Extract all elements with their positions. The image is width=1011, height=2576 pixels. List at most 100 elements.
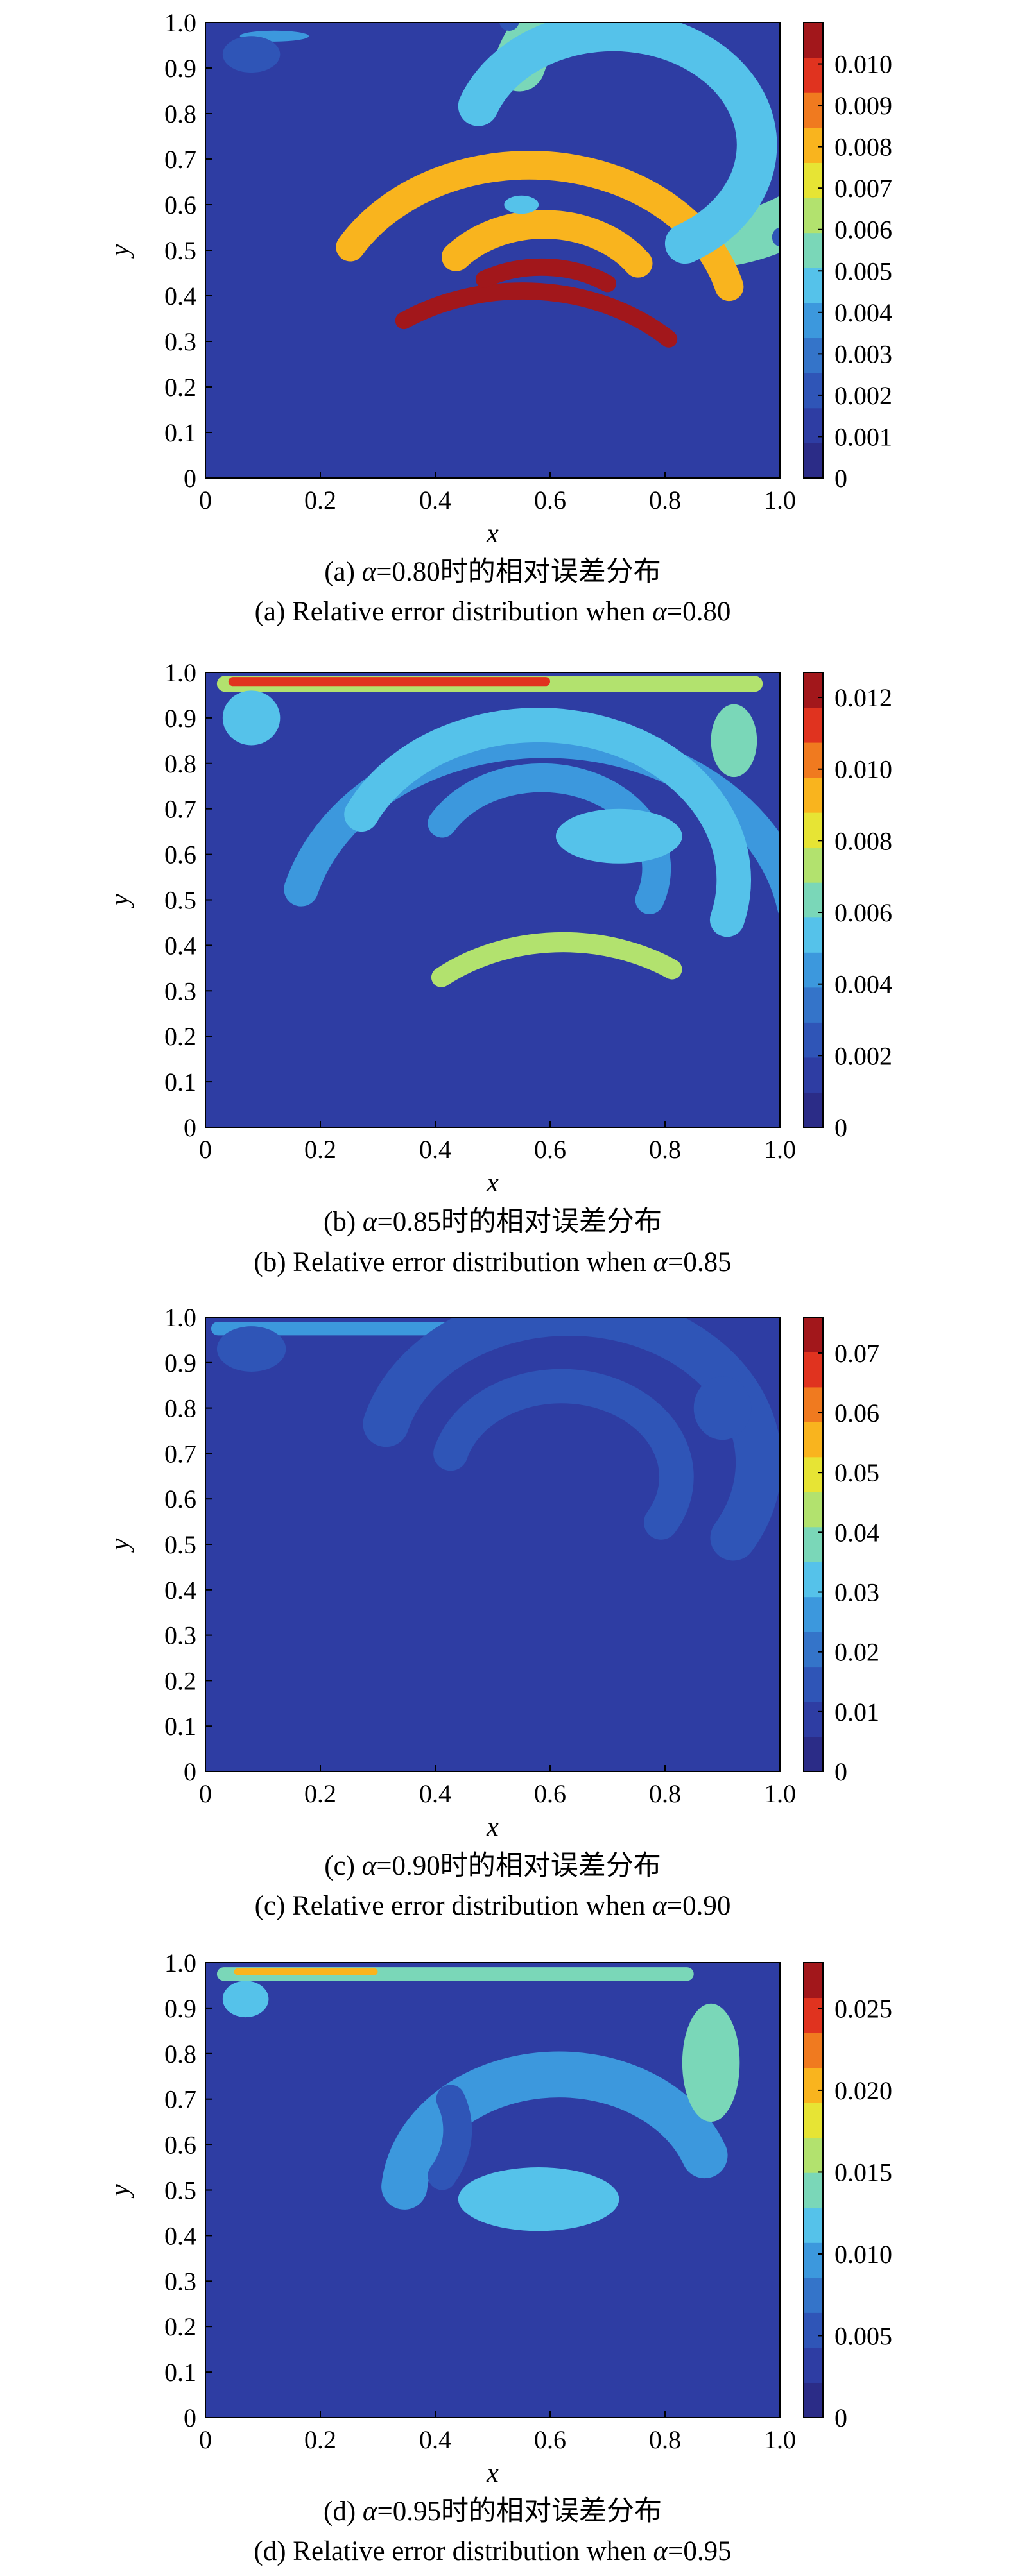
colorbar-segment (804, 1702, 823, 1737)
colorbar-segment (804, 2347, 823, 2383)
colorbar-segment (804, 672, 823, 708)
contour-band-2 (395, 282, 678, 348)
x-tick-label: 0.8 (649, 486, 681, 515)
y-tick-label: 0.7 (164, 1439, 196, 1468)
x-tick-label: 0.8 (649, 2425, 681, 2454)
colorbar-segment (804, 742, 823, 778)
colorbar-segment (804, 1562, 823, 1598)
colorbar-tick-label: 0.03 (834, 1578, 879, 1607)
contour-blob-7 (222, 690, 281, 746)
caption-cn: (c) α=0.90时的相对误差分布 (324, 1851, 661, 1881)
x-tick-label: 0 (199, 1779, 212, 1808)
colorbar-tick-label: 0.006 (834, 216, 892, 244)
y-tick-label: 0.2 (164, 2312, 196, 2341)
y-tick-label: 0.9 (164, 704, 196, 733)
y-tick-label: 0.3 (164, 327, 196, 356)
colorbar-tick-label: 0.025 (834, 1994, 892, 2023)
contour-blob-3 (458, 2167, 619, 2231)
y-tick-label: 0.1 (164, 418, 196, 447)
contour-band-1 (228, 677, 550, 687)
y-tick-label: 0.4 (164, 282, 196, 311)
x-tick-label: 0.4 (419, 486, 451, 515)
colorbar-tick-label: 0.05 (834, 1458, 879, 1487)
y-tick-label: 0.4 (164, 1576, 196, 1605)
colorbar-segment (804, 373, 823, 409)
colorbar: 0 0.005 0.010 0.015 0.020 0.025 (803, 1962, 892, 2432)
colorbar-tick-label: 0.005 (834, 257, 892, 286)
colorbar-tick-label: 0.010 (834, 755, 892, 784)
x-tick-label: 0.4 (419, 2425, 451, 2454)
y-tick-label: 1.0 (164, 8, 196, 37)
colorbar-segment (804, 1596, 823, 1632)
caption-en: (a) Relative error distribution when α=0… (255, 597, 731, 627)
y-tick-label: 0 (184, 2403, 196, 2432)
colorbar-segment (804, 198, 823, 234)
colorbar-frame (803, 1317, 824, 1772)
colorbar-tick-label: 0 (834, 464, 847, 493)
colorbar-segment (804, 232, 823, 268)
x-tick-label: 0.2 (304, 2425, 336, 2454)
colorbar-segment (804, 707, 823, 743)
y-tick-label: 0.7 (164, 145, 196, 174)
colorbar-segment (804, 1456, 823, 1492)
caption-en: (d) Relative error distribution when α=0… (254, 2536, 731, 2566)
y-tick-label: 0.5 (164, 2176, 196, 2205)
error-field (205, 22, 780, 478)
colorbar-tick-label: 0.04 (834, 1518, 879, 1547)
y-tick-label: 0 (184, 464, 196, 493)
caption-cn: (d) α=0.95时的相对误差分布 (324, 2496, 662, 2527)
colorbar-segment (804, 1963, 823, 1999)
x-tick-label: 0 (199, 2425, 212, 2454)
colorbar-tick-label: 0.06 (834, 1399, 879, 1428)
colorbar-segment (804, 2277, 823, 2313)
colorbar-tick-label: 0.002 (834, 1041, 892, 1070)
colorbar-segment (804, 1997, 823, 2033)
caption-cn: (b) α=0.85时的相对误差分布 (324, 1207, 662, 1237)
colorbar-tick-label: 0 (834, 2403, 847, 2432)
y-axis-label: y (105, 1538, 135, 1553)
colorbar-tick-label: 0.01 (834, 1698, 879, 1727)
colorbar-tick-label: 0.010 (834, 50, 892, 79)
y-tick-label: 0.3 (164, 2267, 196, 2296)
colorbar-segment (804, 2067, 823, 2103)
colorbar-segment (804, 162, 823, 198)
colorbar-segment (804, 952, 823, 988)
colorbar-segment (804, 1352, 823, 1388)
x-tick-label: 0.8 (649, 1779, 681, 1808)
y-tick-label: 0.6 (164, 840, 196, 869)
contour-band-1 (363, 1317, 780, 1561)
colorbar-segment (804, 1422, 823, 1458)
contour-blob-6 (555, 808, 682, 864)
x-tick-label: 0.2 (304, 1135, 336, 1164)
y-tick-label: 0.8 (164, 749, 196, 778)
contour-band-5 (428, 763, 671, 914)
colorbar-segment (804, 2137, 823, 2173)
y-tick-label: 0 (184, 1113, 196, 1142)
colorbar-tick-label: 0.004 (834, 298, 892, 327)
colorbar-frame (803, 1962, 824, 2418)
contour-band-2 (433, 1369, 694, 1540)
y-tick-label: 0.6 (164, 2131, 196, 2160)
colorbar-segment (804, 812, 823, 848)
colorbar-segment (804, 268, 823, 303)
colorbar-segment (804, 1022, 823, 1058)
x-tick-label: 0.4 (419, 1779, 451, 1808)
colorbar-segment (804, 2033, 823, 2068)
contour-blob-4 (216, 1326, 286, 1372)
contour-blob-3 (693, 1376, 752, 1440)
x-tick-label: 1.0 (764, 2425, 796, 2454)
colorbar-tick-label: 0.009 (834, 91, 892, 120)
panel-d: 0 0.2 0.4 0.6 0.8 1.0 0 0.1 0.2 0.3 0.4 0.5 0.6 0.7 0.… (105, 1949, 892, 2566)
colorbar-tick-label: 0.02 (834, 1638, 879, 1667)
colorbar-segment (804, 407, 823, 443)
colorbar-tick-label: 0.005 (834, 2321, 892, 2350)
x-tick-label: 0.2 (304, 1779, 336, 1808)
x-tick-label: 0.6 (534, 1779, 566, 1808)
y-tick-label: 0.5 (164, 1530, 196, 1559)
contour-band-4 (441, 210, 653, 278)
y-tick-label: 0.1 (164, 2358, 196, 2387)
colorbar-segment (804, 2172, 823, 2208)
colorbar-segment (804, 1492, 823, 1528)
y-tick-label: 0.3 (164, 977, 196, 1005)
